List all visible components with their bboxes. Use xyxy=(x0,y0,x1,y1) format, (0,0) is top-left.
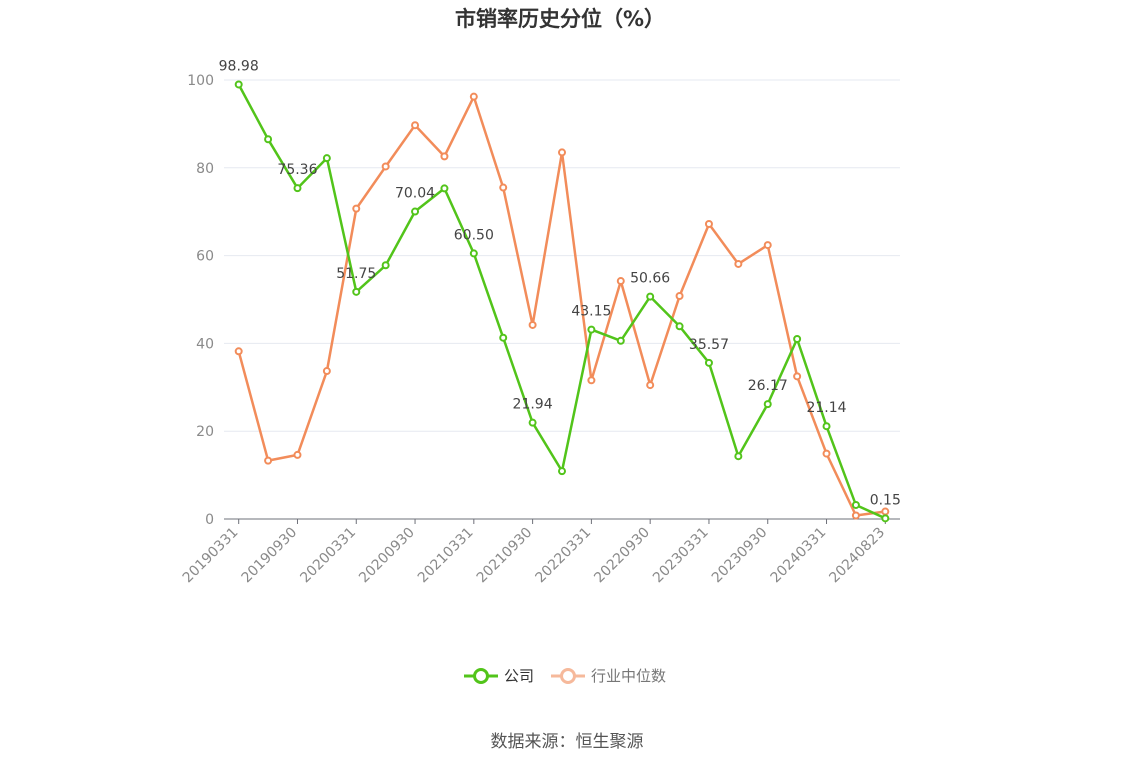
data-labels: 98.98 75.36 51.75 70.04 60.50 21.94 43.15 50.66… xyxy=(219,58,901,508)
data-label: 21.94 xyxy=(513,397,553,413)
x-axis: 2019033120190930202003312020093020210331… xyxy=(180,518,900,587)
x-tick-label: 20210331 xyxy=(415,525,477,587)
data-point-company[interactable] xyxy=(264,135,273,144)
data-point-industry[interactable] xyxy=(381,162,390,171)
data-point-company[interactable] xyxy=(793,335,802,344)
legend-marker-company xyxy=(473,668,489,684)
data-label: 51.75 xyxy=(336,266,376,282)
data-point-industry[interactable] xyxy=(528,320,537,329)
grid xyxy=(224,79,900,432)
data-point-company[interactable] xyxy=(616,336,625,345)
source-text: 数据来源：恒生聚源 xyxy=(491,732,644,752)
data-point-industry[interactable] xyxy=(646,381,655,390)
data-point-company[interactable] xyxy=(646,292,655,301)
data-point-company[interactable] xyxy=(411,207,420,216)
series-area xyxy=(234,80,890,523)
data-point-industry[interactable] xyxy=(587,376,596,385)
data-point-company[interactable] xyxy=(763,400,772,409)
data-point-industry[interactable] xyxy=(558,148,566,157)
data-point-company[interactable] xyxy=(322,154,331,163)
y-tick-label: 40 xyxy=(196,336,214,352)
data-point-company[interactable] xyxy=(704,358,713,367)
data-point-industry[interactable] xyxy=(763,241,772,250)
data-point-industry[interactable] xyxy=(411,121,420,130)
chart-title: 市销率历史分位（%） xyxy=(455,7,665,31)
data-label: 60.50 xyxy=(454,227,494,243)
legend: 公司 行业中位数 xyxy=(464,667,666,685)
data-point-industry[interactable] xyxy=(264,456,273,465)
data-point-industry[interactable] xyxy=(734,259,743,268)
data-point-industry[interactable] xyxy=(469,92,478,101)
data-point-company[interactable] xyxy=(528,418,537,427)
series-line-industry xyxy=(237,95,886,517)
legend-label-industry: 行业中位数 xyxy=(591,667,666,685)
x-tick-label: 20200930 xyxy=(356,525,418,587)
data-point-industry[interactable] xyxy=(293,450,302,459)
y-tick-label: 0 xyxy=(205,512,214,528)
x-tick-label: 20210930 xyxy=(474,525,536,587)
data-point-company[interactable] xyxy=(352,287,361,296)
data-label: 35.57 xyxy=(689,337,729,353)
data-label: 50.66 xyxy=(630,271,670,287)
data-label: 43.15 xyxy=(571,304,611,320)
x-tick-label: 20190930 xyxy=(239,525,301,587)
data-point-company[interactable] xyxy=(234,80,243,89)
data-point-industry[interactable] xyxy=(881,507,890,516)
data-point-company[interactable] xyxy=(293,184,302,193)
data-point-industry[interactable] xyxy=(499,183,508,192)
y-axis: 0 20 40 60 80 100 xyxy=(187,73,214,528)
data-point-industry[interactable] xyxy=(704,219,713,228)
legend-item-company[interactable]: 公司 xyxy=(464,667,534,685)
data-point-industry[interactable] xyxy=(793,372,802,381)
data-point-industry[interactable] xyxy=(675,291,684,300)
data-point-company[interactable] xyxy=(558,467,566,476)
data-label: 75.36 xyxy=(277,162,317,178)
data-point-company[interactable] xyxy=(381,261,390,270)
x-tick-label: 20240331 xyxy=(768,525,830,587)
x-tick-label: 20220331 xyxy=(533,525,595,587)
data-point-company[interactable] xyxy=(675,322,684,331)
x-tick-label: 20240823 xyxy=(826,525,888,587)
x-tick-label: 20220930 xyxy=(591,525,653,587)
x-tick-label: 20200331 xyxy=(297,525,359,587)
y-tick-label: 80 xyxy=(196,161,214,177)
legend-label-company: 公司 xyxy=(504,667,534,685)
data-point-company[interactable] xyxy=(499,333,508,342)
data-point-company[interactable] xyxy=(881,514,890,523)
data-point-company[interactable] xyxy=(851,500,860,509)
data-point-industry[interactable] xyxy=(322,367,331,376)
data-label: 98.98 xyxy=(219,58,259,74)
data-point-company[interactable] xyxy=(822,422,831,431)
data-point-industry[interactable] xyxy=(851,511,860,520)
data-point-industry[interactable] xyxy=(822,449,831,458)
legend-marker-industry xyxy=(560,668,576,684)
data-label: 70.04 xyxy=(395,186,435,202)
data-point-company[interactable] xyxy=(587,325,596,334)
y-tick-label: 60 xyxy=(196,249,214,265)
x-tick-label: 20230930 xyxy=(709,525,771,587)
data-point-company[interactable] xyxy=(734,452,743,461)
data-point-industry[interactable] xyxy=(234,347,243,356)
data-label: 0.15 xyxy=(870,492,901,508)
data-point-company[interactable] xyxy=(440,184,449,193)
x-tick-label: 20230331 xyxy=(650,525,712,587)
data-point-industry[interactable] xyxy=(616,277,625,286)
y-tick-label: 20 xyxy=(196,424,214,440)
legend-item-industry[interactable]: 行业中位数 xyxy=(551,667,666,685)
x-tick-label: 20190331 xyxy=(180,525,242,587)
data-label: 26.17 xyxy=(748,378,788,394)
data-point-industry[interactable] xyxy=(352,204,361,213)
data-label: 21.14 xyxy=(806,400,846,416)
y-tick-label: 100 xyxy=(187,73,214,89)
data-point-company[interactable] xyxy=(469,249,478,258)
data-point-industry[interactable] xyxy=(440,152,449,161)
